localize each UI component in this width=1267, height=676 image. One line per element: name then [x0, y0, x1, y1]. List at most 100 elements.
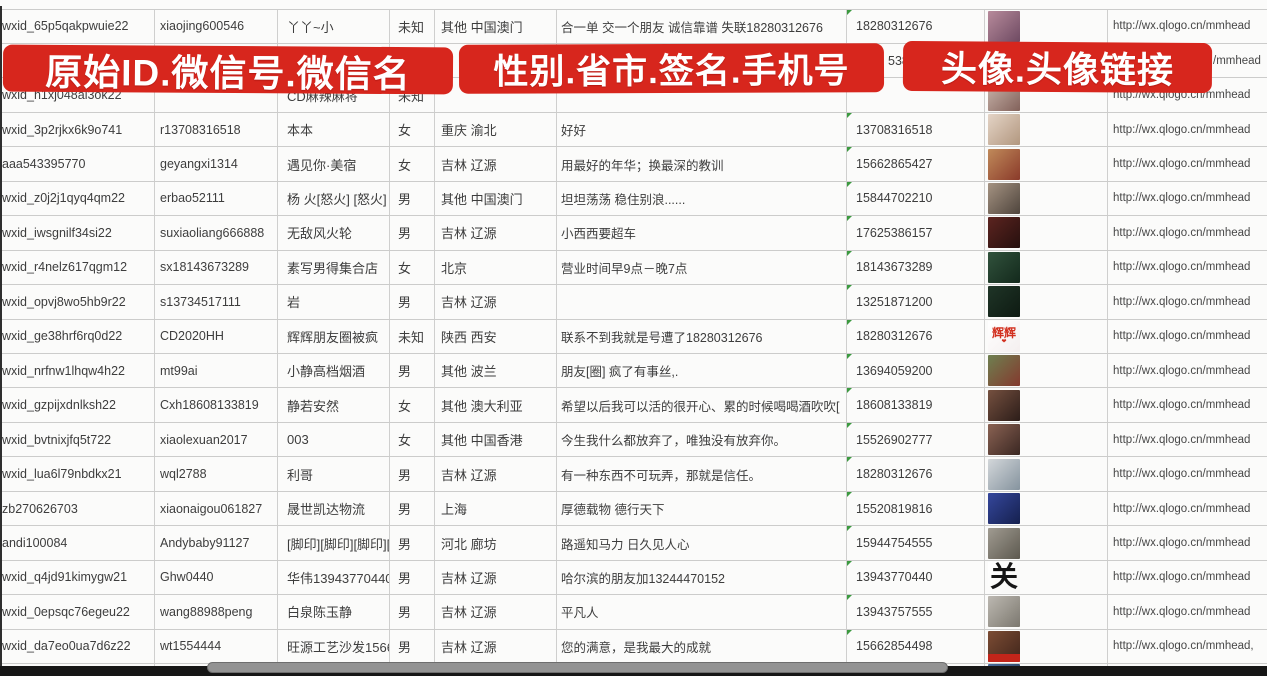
cell-wechat-id[interactable]: r13708316518 — [155, 112, 278, 147]
cell-avatar[interactable] — [985, 629, 1108, 664]
cell-original-id[interactable]: wxid_3p2rjkx6k9o741 — [0, 112, 155, 147]
cell-gender[interactable]: 未知 — [390, 319, 435, 354]
cell-phone-number[interactable]: 13943757555 — [847, 595, 985, 629]
cell-phone-number[interactable]: 13708316518 — [847, 112, 985, 147]
cell-wechat-name[interactable]: 利哥 — [278, 457, 390, 491]
cell-avatar-link[interactable]: http://wx.qlogo.cn/mmhead — [1108, 526, 1267, 559]
cell-original-id[interactable]: wxid_iwsgnilf34si22 — [0, 216, 155, 250]
cell-signature[interactable]: 希望以后我可以活的很开心、累的时候喝喝酒吹吹[ — [557, 388, 847, 422]
cell-avatar-link[interactable]: http://wx.qlogo.cn/mmhead — [1108, 251, 1267, 284]
cell-phone-number[interactable]: 18280312676 — [847, 319, 985, 354]
cell-province-city[interactable]: 吉林 辽源 — [435, 629, 557, 664]
cell-wechat-id[interactable]: Ghw0440 — [155, 560, 278, 595]
cell-avatar-link[interactable]: http://wx.qlogo.cn/mmhead — [1108, 216, 1267, 249]
cell-avatar-link[interactable]: http://wx.qlogo.cn/mmhead — [1108, 147, 1267, 180]
cell-wechat-id[interactable]: wql2788 — [155, 457, 278, 491]
cell-avatar[interactable] — [985, 9, 1108, 43]
cell-avatar-link[interactable]: http://wx.qlogo.cn/mmhead — [1108, 388, 1267, 421]
cell-wechat-name[interactable]: 旺源工艺沙发15662854 — [278, 629, 390, 664]
cell-gender[interactable]: 男 — [390, 629, 435, 664]
cell-wechat-id[interactable]: sx18143673289 — [155, 250, 278, 285]
cell-wechat-id[interactable]: wang88988peng — [155, 595, 278, 629]
cell-wechat-id[interactable]: xiaolexuan2017 — [155, 422, 278, 457]
horizontal-scrollbar-thumb[interactable] — [207, 662, 948, 673]
cell-avatar[interactable] — [985, 457, 1108, 491]
cell-signature[interactable]: 路遥知马力 日久见人心 — [557, 526, 847, 560]
cell-phone-number[interactable]: 13694059200 — [847, 354, 985, 388]
cell-avatar-link[interactable]: http://wx.qlogo.cn/mmhead — [1108, 113, 1267, 146]
cell-wechat-name[interactable]: 杨 火[怒火] [怒火] — [278, 181, 390, 216]
cell-original-id[interactable]: wxid_q4jd91kimygw21 — [0, 560, 155, 595]
cell-phone-number[interactable]: 15526902777 — [847, 422, 985, 457]
cell-wechat-id[interactable]: xiaojing600546 — [155, 9, 278, 43]
cell-avatar[interactable] — [985, 285, 1108, 319]
cell-signature[interactable] — [557, 78, 847, 112]
cell-avatar-link[interactable]: http://wx.qlogo.cn/mmhead — [1108, 10, 1267, 43]
cell-wechat-id[interactable]: mt99ai — [155, 354, 278, 388]
cell-wechat-name[interactable]: 无敌风火轮 — [278, 216, 390, 250]
cell-wechat-name[interactable]: 遇见你·美宿 — [278, 147, 390, 181]
cell-wechat-id[interactable]: CD2020HH — [155, 319, 278, 354]
cell-original-id[interactable]: wxid_bvtnixjfq5t722 — [0, 422, 155, 457]
cell-phone-number[interactable]: 13251871200 — [847, 285, 985, 319]
cell-signature[interactable]: 今生我什么都放弃了，唯独没有放弃你。 — [557, 422, 847, 457]
cell-gender[interactable]: 女 — [390, 112, 435, 147]
cell-signature[interactable]: 有一种东西不可玩弄，那就是信任。 — [557, 457, 847, 491]
cell-signature[interactable]: 坦坦荡荡 稳住别浪...... — [557, 181, 847, 216]
cell-signature[interactable]: 朋友[圈] 疯了有事丝,. — [557, 354, 847, 388]
cell-province-city[interactable]: 其他 中国香港 — [435, 422, 557, 457]
cell-province-city[interactable]: 吉林 辽源 — [435, 285, 557, 319]
cell-wechat-name[interactable]: 003 — [278, 422, 390, 457]
cell-wechat-name[interactable]: 岩 — [278, 285, 390, 319]
cell-avatar-link[interactable]: http://wx.qlogo.cn/mmhead, — [1108, 630, 1267, 663]
cell-wechat-name[interactable]: 华伟13943770440 — [278, 560, 390, 595]
cell-avatar[interactable]: 辉辉 ❤ — [985, 319, 1108, 354]
cell-avatar-link[interactable]: http://wx.qlogo.cn/mmhead — [1108, 561, 1267, 594]
cell-gender[interactable]: 男 — [390, 181, 435, 216]
cell-avatar[interactable] — [985, 422, 1108, 457]
cell-phone-number[interactable]: 15844702210 — [847, 181, 985, 216]
cell-province-city[interactable]: 吉林 辽源 — [435, 216, 557, 250]
cell-phone-number[interactable]: 18608133819 — [847, 388, 985, 422]
cell-province-city[interactable]: 吉林 辽源 — [435, 595, 557, 629]
cell-avatar-link[interactable]: http://wx.qlogo.cn/mmhead — [1108, 320, 1267, 353]
cell-province-city[interactable]: 其他 澳大利亚 — [435, 388, 557, 422]
cell-gender[interactable]: 男 — [390, 560, 435, 595]
cell-province-city[interactable]: 重庆 渝北 — [435, 112, 557, 147]
cell-original-id[interactable]: wxid_65p5qakpwuie22 — [0, 9, 155, 43]
cell-signature[interactable]: 联系不到我就是号遭了18280312676 — [557, 319, 847, 354]
cell-gender[interactable]: 男 — [390, 491, 435, 526]
cell-province-city[interactable] — [435, 78, 557, 112]
cell-wechat-name[interactable]: 素写男得集合店 — [278, 250, 390, 285]
cell-wechat-name[interactable]: 丫丫~小 — [278, 9, 390, 43]
cell-phone-number[interactable]: 15520819816 — [847, 491, 985, 526]
cell-avatar[interactable] — [985, 354, 1108, 388]
cell-signature[interactable] — [557, 285, 847, 319]
cell-gender[interactable]: 男 — [390, 354, 435, 388]
cell-original-id[interactable]: wxid_nrfnw1lhqw4h22 — [0, 354, 155, 388]
cell-signature[interactable]: 合一单 交一个朋友 诚信靠谱 失联18280312676 — [557, 9, 847, 43]
cell-province-city[interactable]: 吉林 辽源 — [435, 457, 557, 491]
cell-wechat-id[interactable]: geyangxi1314 — [155, 147, 278, 181]
cell-gender[interactable]: 女 — [390, 388, 435, 422]
cell-avatar[interactable] — [985, 595, 1108, 629]
cell-avatar[interactable] — [985, 112, 1108, 147]
cell-province-city[interactable]: 其他 中国澳门 — [435, 9, 557, 43]
cell-avatar-link[interactable]: http://wx.qlogo.cn/mmhead — [1108, 354, 1267, 387]
cell-original-id[interactable]: wxid_gzpijxdnlksh22 — [0, 388, 155, 422]
cell-avatar-link[interactable]: http://wx.qlogo.cn/mmhead — [1108, 492, 1267, 525]
cell-avatar-link[interactable]: http://wx.qlogo.cn/mmhead — [1108, 423, 1267, 456]
cell-wechat-name[interactable]: 小静高档烟酒 — [278, 354, 390, 388]
cell-avatar[interactable] — [985, 526, 1108, 560]
cell-signature[interactable]: 小西西要超车 — [557, 216, 847, 250]
cell-signature[interactable]: 厚德载物 德行天下 — [557, 491, 847, 526]
cell-avatar-link[interactable]: http://wx.qlogo.cn/mmhead — [1108, 457, 1267, 490]
cell-avatar-link[interactable]: /mmhead — [1108, 44, 1267, 77]
cell-phone-number[interactable]: 15662865427 — [847, 147, 985, 181]
cell-original-id[interactable]: wxid_0epsqc76egeu22 — [0, 595, 155, 629]
cell-province-city[interactable]: 北京 — [435, 250, 557, 285]
cell-wechat-name[interactable]: 白泉陈玉静 — [278, 595, 390, 629]
cell-avatar[interactable] — [985, 216, 1108, 250]
cell-avatar[interactable] — [985, 181, 1108, 216]
cell-signature[interactable]: 营业时间早9点－晚7点 — [557, 250, 847, 285]
